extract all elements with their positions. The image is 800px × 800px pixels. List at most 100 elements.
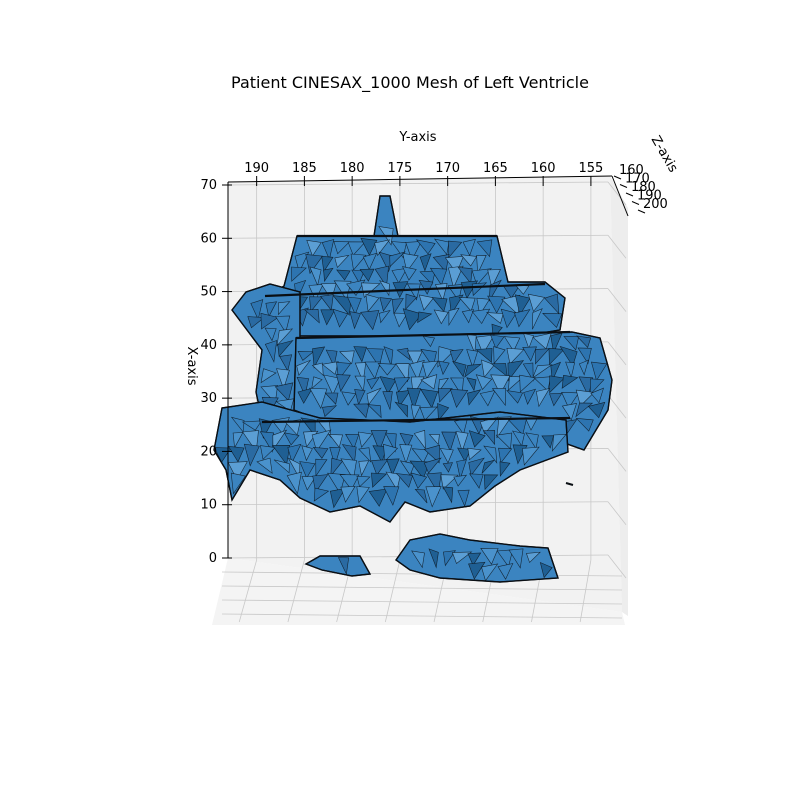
mesh-face [349,311,361,330]
mesh-face [480,547,499,565]
mesh-face [377,363,397,376]
mesh-face [370,430,388,452]
mesh-face [332,295,352,316]
mesh-face [340,458,357,481]
mesh-face [483,445,498,464]
mesh-face [544,293,560,315]
mesh-face [297,387,314,404]
mesh-face [431,297,448,313]
mesh-face [332,308,349,328]
mesh-face [275,315,291,334]
mesh-face [230,472,246,495]
mesh-face [561,403,577,421]
mesh-face [278,301,291,316]
mesh-face [481,563,499,582]
mesh-face [371,459,389,476]
y-axis-label: Y-axis [398,130,436,145]
grid-line-x-side [607,448,627,472]
mesh-face [423,457,442,474]
mesh-face [533,376,552,392]
mesh-face [443,550,457,567]
mesh-face [256,457,273,474]
mesh-face [457,447,472,463]
mesh-face [320,294,334,312]
mesh-face [479,389,496,407]
mesh-face [374,239,391,257]
mesh-face [399,444,413,465]
mesh-lower-band [213,401,569,523]
mesh-face [333,241,351,255]
mesh-face [393,312,408,328]
mesh-face [333,280,352,301]
mesh-face [312,474,329,494]
mesh-face [466,349,478,369]
mesh-face [414,488,428,504]
grid-line-x-side [607,501,627,525]
grid-line-z-floor [221,599,623,605]
mesh-face [437,388,453,403]
mesh-face [260,368,277,384]
mesh-face [433,309,449,325]
mesh-face [491,387,506,407]
mesh-face [406,283,421,301]
mesh-face [506,347,525,365]
mesh-face [532,364,553,379]
mesh-face [541,435,554,449]
mesh-face [481,359,495,379]
mesh-face [411,448,430,464]
mesh-face [490,334,505,349]
mesh-face [362,252,378,271]
mesh-face [324,392,339,405]
mesh-face [360,237,378,256]
mesh-face [448,240,463,259]
mesh-face [442,462,453,473]
mesh-face [432,254,450,273]
mesh-face [274,382,294,402]
mesh-face [371,472,388,488]
y-tick-label: 170 [435,161,460,176]
mesh-face [330,457,344,477]
mesh-face [590,387,604,404]
mesh-face [367,404,382,419]
mesh-face [286,471,302,495]
mesh-face [578,359,589,376]
mesh-face [428,434,440,446]
mesh-lower-band-edge [213,401,569,523]
mesh-face [550,332,563,354]
mesh-face [341,444,357,464]
mesh-face [411,550,425,569]
mesh-face [482,430,496,446]
mesh-face [457,266,473,285]
mesh-face [433,238,450,256]
grid-line-x-side [607,341,627,366]
tick-labels: 0 10 20 30 40 50 60 70 190 185 180 175 170 165 160 155 1… [200,161,667,566]
mesh-face [449,349,464,364]
x-tick-label: 40 [200,338,217,353]
mesh-face [483,474,499,491]
mesh-face [374,265,389,288]
mesh-face [549,393,563,407]
mesh-face [420,374,438,390]
floor-pane [212,558,625,625]
mesh-face [589,378,605,396]
z-tick-mark [613,175,622,180]
mesh-face [587,401,606,419]
mesh-face [525,551,541,564]
mesh-face [291,266,307,282]
mesh-face [523,388,537,405]
mesh-face [395,473,414,488]
mesh-face [429,267,448,286]
mesh-face [475,374,493,390]
x-tick-label: 10 [200,498,217,513]
mesh-face [323,267,334,283]
mesh-face [364,361,381,380]
mesh-face [476,239,493,258]
grid-line-x-side [607,394,627,419]
mesh-face [428,548,439,569]
mesh-face [366,376,380,390]
mesh-face [360,310,380,331]
x-tick-label: 0 [209,551,217,566]
y-tick-label: 175 [387,161,412,176]
mesh-face [406,387,422,411]
mesh-face [346,279,366,297]
